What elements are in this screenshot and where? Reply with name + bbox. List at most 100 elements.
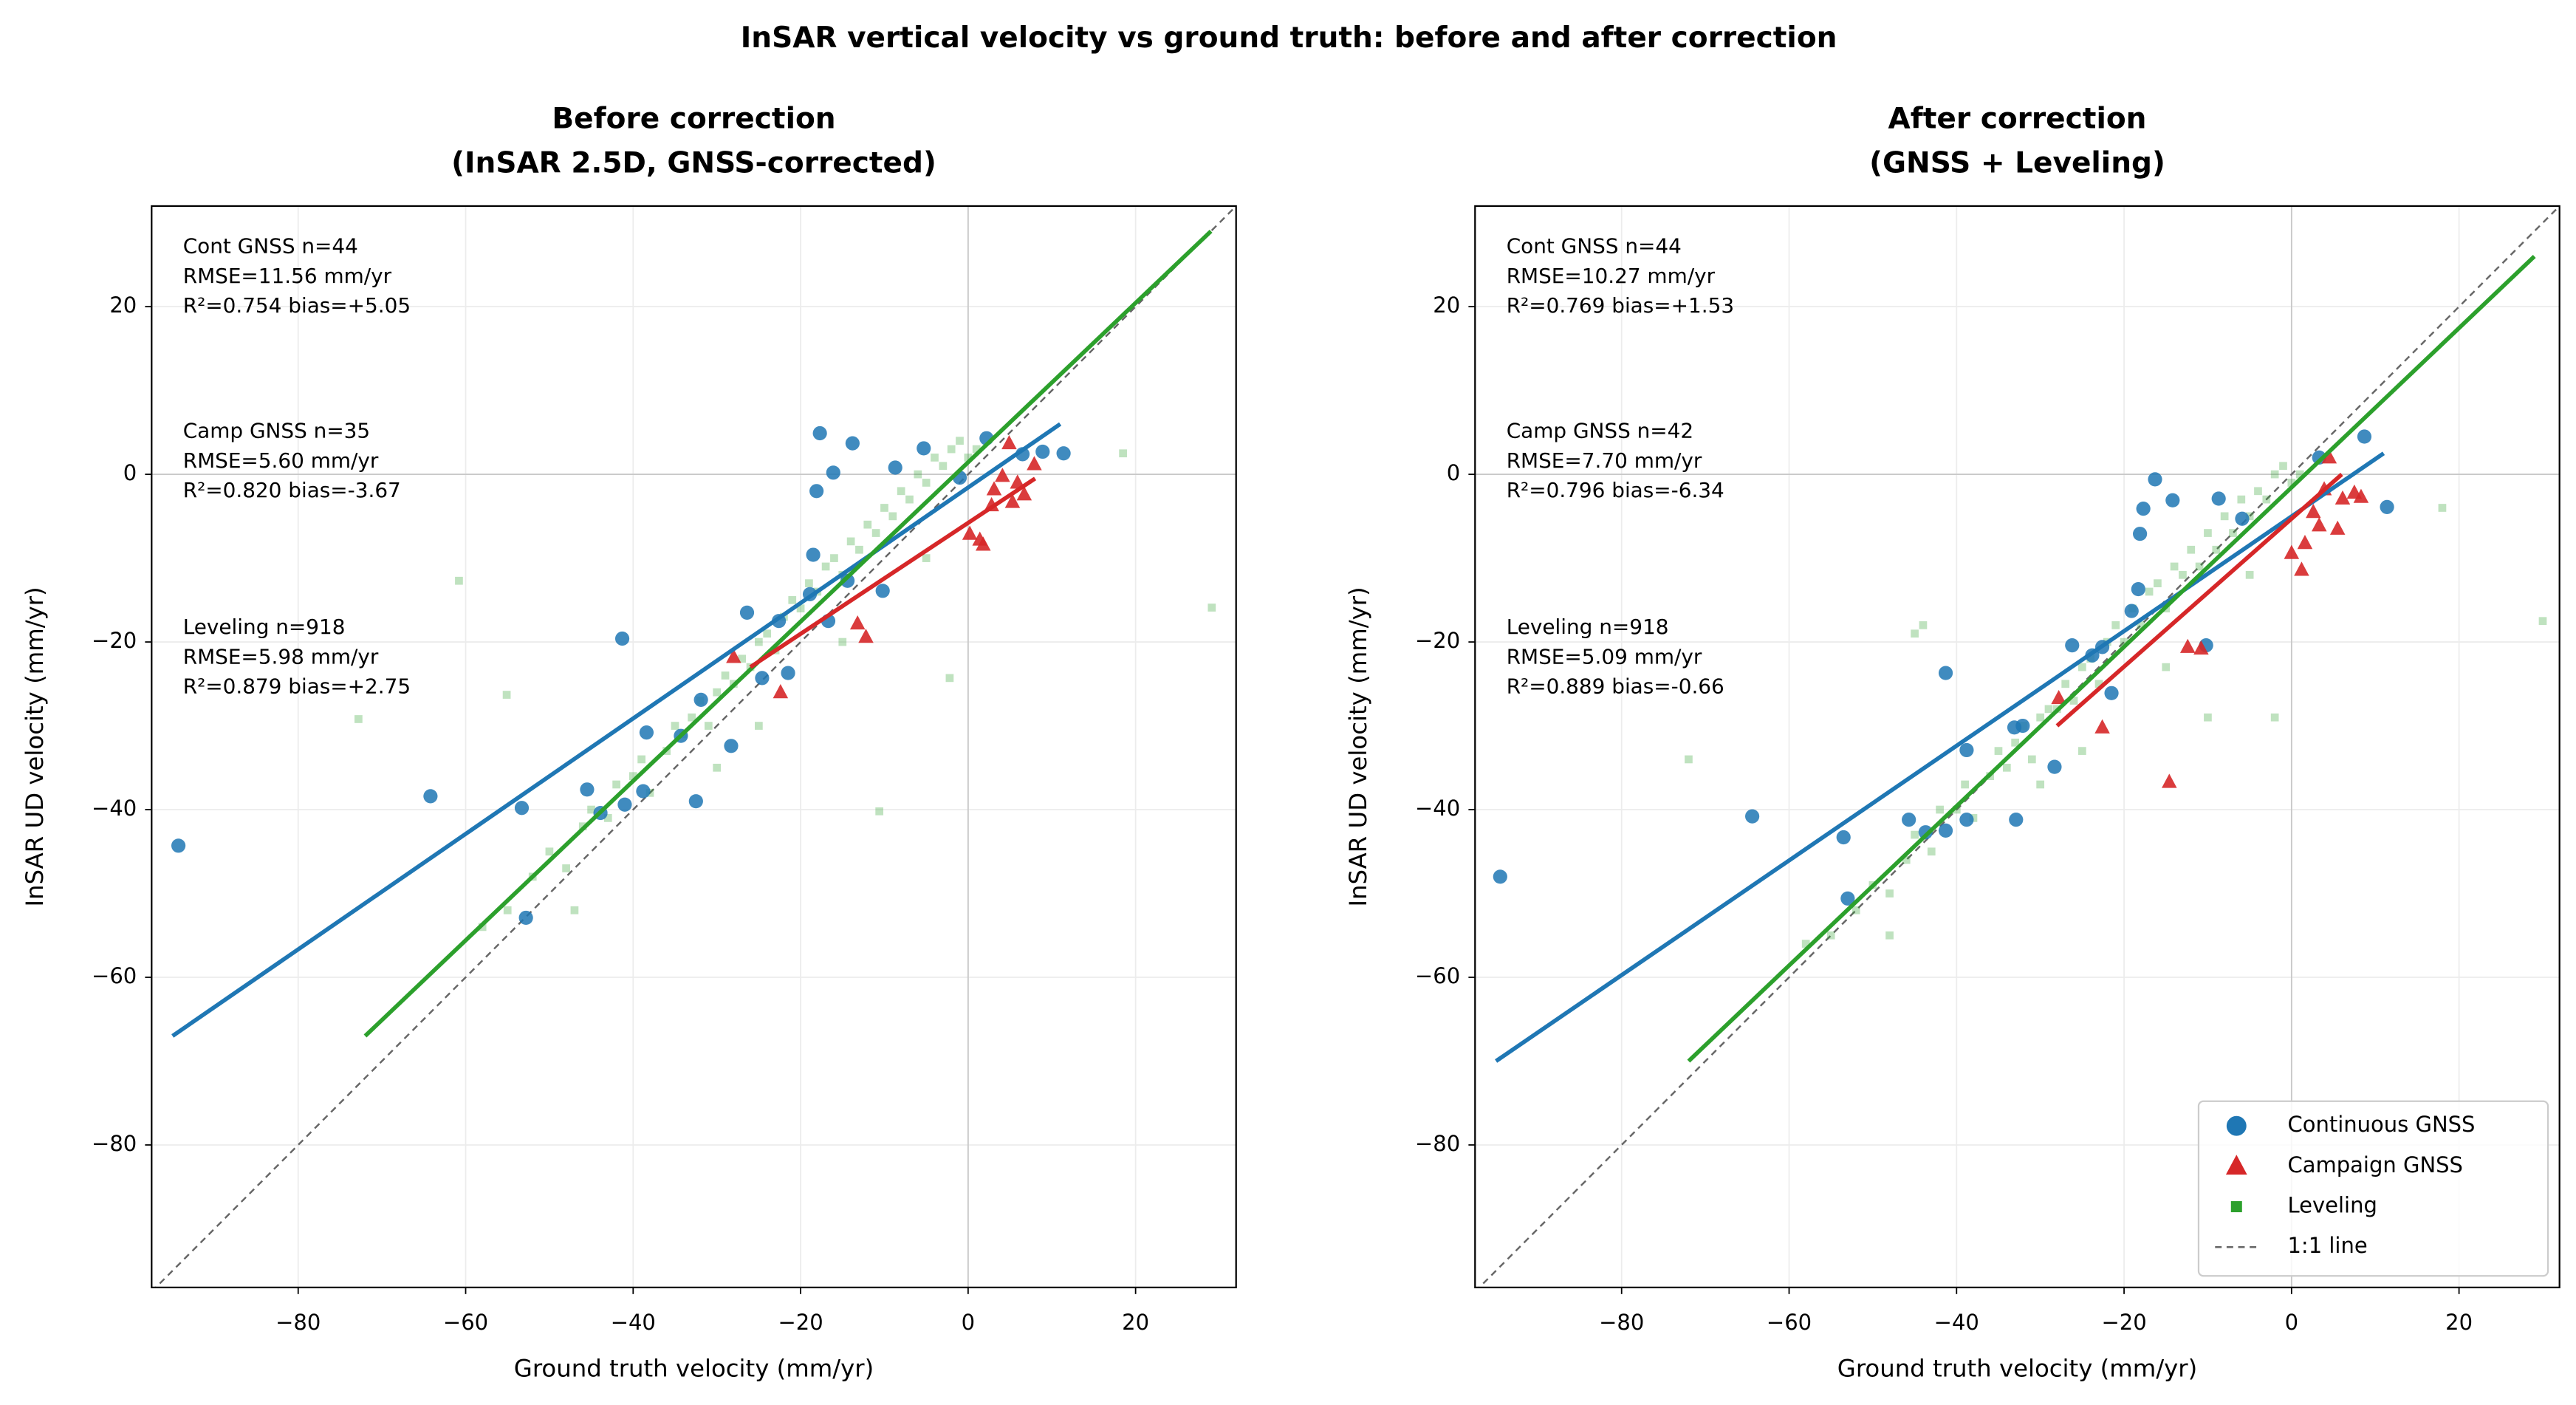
point (947, 445, 956, 454)
point (423, 789, 438, 804)
point (1919, 621, 1928, 629)
legend-label: Leveling (2287, 1193, 2377, 1218)
point (905, 495, 914, 504)
point (976, 536, 991, 551)
subplot-title: (GNSS + Leveling) (1869, 147, 2165, 180)
point (2047, 759, 2062, 774)
point (739, 605, 755, 620)
fit-line (1495, 451, 2385, 1063)
point (724, 739, 739, 753)
point (2262, 495, 2271, 504)
point (2193, 640, 2209, 655)
point (2078, 747, 2086, 755)
point (2044, 705, 2053, 714)
point (2438, 504, 2447, 512)
x-tick-label: −80 (1599, 1310, 1644, 1335)
point (2094, 719, 2110, 734)
point (617, 797, 632, 812)
point (2245, 570, 2254, 579)
point (1927, 847, 1936, 856)
point (2538, 617, 2547, 626)
annotation: R²=0.754 bias=+5.05 (183, 293, 411, 318)
point (688, 794, 703, 809)
point (773, 683, 789, 699)
point (1918, 825, 1933, 840)
point (1852, 906, 1860, 915)
point (726, 649, 741, 663)
point (2334, 490, 2351, 505)
point (1801, 940, 1810, 948)
point (826, 465, 840, 480)
point (2321, 449, 2337, 464)
point (2270, 713, 2279, 722)
annotation: Leveling n=918 (183, 615, 346, 639)
point (1885, 889, 1894, 898)
point (2187, 545, 2196, 554)
point (2078, 663, 2086, 671)
y-tick-label: −80 (92, 1131, 137, 1156)
point (1493, 869, 1507, 884)
point (964, 454, 973, 462)
y-tick-label: −60 (1415, 963, 1460, 988)
point (2124, 604, 2139, 618)
point (1035, 444, 1050, 459)
point (838, 637, 847, 646)
y-axis-label: InSAR UD velocity (mm/yr) (1344, 587, 1372, 906)
y-tick-label: 0 (1447, 460, 1460, 485)
x-tick-label: −60 (1767, 1310, 1812, 1335)
point (2294, 561, 2309, 576)
point (945, 674, 954, 683)
point (931, 454, 939, 462)
point (2212, 545, 2221, 554)
point (2065, 638, 2080, 653)
x-tick-label: −20 (778, 1310, 823, 1335)
point (995, 468, 1010, 482)
fit-line (171, 422, 1062, 1038)
point (713, 763, 722, 772)
point (917, 441, 931, 456)
point (812, 425, 827, 441)
point (821, 562, 830, 571)
point (2061, 680, 2070, 688)
point (2036, 780, 2045, 789)
point (2204, 713, 2212, 722)
annotation: RMSE=7.70 mm/yr (1507, 448, 1702, 473)
point (1936, 805, 1944, 814)
subplot: After correction (GNSS + Leveling) Ground … (1344, 102, 2560, 1382)
point (840, 573, 855, 588)
point (858, 629, 874, 643)
subplot-title: (InSAR 2.5D, GNSS-corrected) (451, 147, 936, 180)
point (2254, 487, 2262, 496)
axes-frame (151, 205, 1237, 1289)
annotation: Cont GNSS n=44 (1507, 234, 1682, 259)
point (2195, 562, 2204, 571)
point (2137, 621, 2145, 629)
point (809, 484, 824, 499)
point (2011, 738, 2020, 747)
point (2284, 544, 2300, 559)
point (704, 722, 713, 730)
point (2027, 755, 2036, 764)
point (2133, 527, 2148, 541)
point (922, 554, 931, 562)
reference-line (154, 205, 1236, 1288)
point (1938, 823, 1953, 838)
point (603, 814, 612, 822)
point (614, 631, 630, 646)
annotation: Cont GNSS n=44 (183, 234, 358, 259)
annotation: R²=0.769 bias=+1.53 (1507, 293, 1734, 318)
point (2145, 587, 2154, 596)
point (570, 906, 579, 915)
point (755, 671, 770, 686)
y-tick-label: −20 (92, 628, 137, 653)
point (2015, 718, 2030, 734)
point (788, 595, 797, 604)
y-tick-label: −20 (1415, 628, 1460, 653)
point (2009, 813, 2024, 827)
figure-title: InSAR vertical velocity vs ground truth:… (741, 21, 1837, 55)
fit-line (1687, 255, 2536, 1063)
point (875, 584, 890, 598)
y-axis-label: InSAR UD velocity (mm/yr) (21, 587, 49, 906)
annotation: R²=0.879 bias=+2.75 (183, 674, 411, 699)
point (888, 512, 897, 521)
